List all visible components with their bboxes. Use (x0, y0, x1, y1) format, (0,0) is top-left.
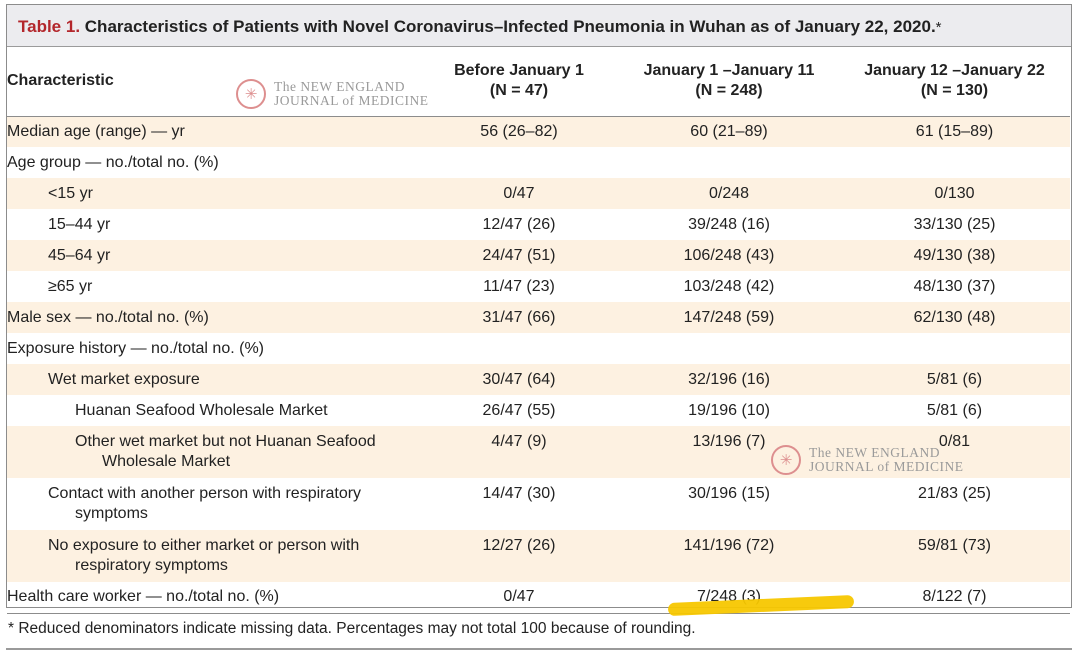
row-label: 15–44 yr (48, 215, 111, 233)
table-title: Table 1. Characteristics of Patients wit… (7, 5, 1071, 47)
cell-jan-12-22: 8/122 (7) (839, 582, 1070, 614)
row-label: Age group — no./total no. (%) (7, 153, 219, 171)
nejm-seal-icon: ✳ (236, 79, 266, 109)
nejm-wordmark: The NEW ENGLAND JOURNAL of MEDICINE (274, 79, 429, 108)
table-row: Contact with another person with respira… (7, 478, 1070, 530)
row-label: No exposure to either market or person w… (7, 530, 419, 582)
cell-before-jan-1: 12/47 (26) (482, 215, 556, 233)
header-characteristic: Characteristic (7, 72, 114, 90)
cell-before-jan-1 (419, 147, 619, 178)
cell-jan-12-22: 0/130 (839, 178, 1070, 209)
cell-jan-1-11 (619, 147, 839, 178)
cell-before-jan-1: 24/47 (51) (419, 240, 619, 271)
table-row: Exposure history — no./total no. (%) (7, 333, 1070, 364)
row-label: Contact with another person with respira… (48, 485, 362, 522)
row-label: Exposure history — no./total no. (%) (7, 339, 264, 357)
cell-jan-1-11: 32/196 (16) (619, 364, 839, 395)
row-label: Wet market exposure (7, 364, 419, 395)
table-row: Other wet market but not Huanan Seafood W… (7, 426, 1070, 478)
header-jan-12-22: January 12 –January 22 (N = 130) (864, 62, 1045, 100)
row-label: <15 yr (7, 178, 419, 209)
cell-jan-12-22: 61 (15–89) (839, 116, 1070, 147)
cell-before-jan-1: 30/47 (64) (419, 364, 619, 395)
cell-jan-12-22: 62/130 (48) (839, 302, 1070, 333)
row-label: Huanan Seafood Wholesale Market (75, 401, 328, 419)
nejm-wordmark: The NEW ENGLAND JOURNAL of MEDICINE (809, 445, 964, 474)
table-frame: Table 1. Characteristics of Patients wit… (6, 4, 1072, 614)
cell-before-jan-1: 0/47 (419, 582, 619, 614)
table-row: Health care worker — no./total no. (%) 0… (7, 582, 1070, 614)
table-row: Age group — no./total no. (%) (7, 147, 1070, 178)
cell-before-jan-1 (419, 333, 619, 364)
header-before-jan-1: Before January 1 (N = 47) (454, 62, 584, 100)
cell-before-jan-1: 56 (26–82) (419, 116, 619, 147)
cell-jan-1-11: 30/196 (15) (688, 485, 770, 502)
cell-jan-12-22: 0/81 (839, 426, 1070, 478)
cell-before-jan-1: 31/47 (66) (419, 302, 619, 333)
table-row: Male sex — no./total no. (%) 31/47 (66) … (7, 302, 1070, 333)
table-row: Wet market exposure 30/47 (64) 32/196 (1… (7, 364, 1070, 395)
cell-jan-12-22: 33/130 (25) (913, 215, 996, 233)
table-title-text: Characteristics of Patients with Novel C… (84, 17, 936, 36)
cell-before-jan-1: 14/47 (30) (482, 485, 556, 502)
footnote-marker: * (935, 19, 942, 36)
cell-jan-12-22: 5/81 (6) (839, 364, 1070, 395)
cell-jan-1-11: 39/248 (16) (688, 215, 770, 233)
cell-jan-12-22: 48/130 (37) (913, 277, 996, 295)
table-footnote: * Reduced denominators indicate missing … (8, 620, 696, 637)
cell-jan-1-11: 13/196 (7) (619, 426, 839, 478)
table-header-row: Characteristic Before January 1 (N = 47) … (7, 47, 1070, 116)
cell-before-jan-1: 11/47 (23) (483, 277, 555, 295)
cell-jan-12-22 (839, 147, 1070, 178)
cell-before-jan-1: 26/47 (55) (482, 401, 556, 419)
cell-jan-12-22: 49/130 (38) (839, 240, 1070, 271)
cell-jan-1-11: 19/196 (10) (688, 401, 770, 419)
table-row: Median age (range) — yr 56 (26–82) 60 (2… (7, 116, 1070, 147)
cell-jan-1-11: 147/248 (59) (619, 302, 839, 333)
cell-jan-1-11: 60 (21–89) (619, 116, 839, 147)
row-label: Health care worker — no./total no. (%) (7, 582, 419, 614)
cell-jan-1-11: 141/196 (72) (619, 530, 839, 582)
cell-before-jan-1: 12/27 (26) (419, 530, 619, 582)
cell-jan-1-11: 0/248 (619, 178, 839, 209)
row-label: ≥65 yr (48, 277, 93, 295)
cell-jan-12-22: 59/81 (73) (839, 530, 1070, 582)
cell-jan-12-22: 5/81 (6) (926, 401, 983, 419)
row-label: Median age (range) — yr (7, 116, 419, 147)
cell-jan-12-22: 21/83 (25) (918, 485, 991, 502)
cell-jan-1-11: 103/248 (42) (683, 277, 775, 295)
cell-jan-1-11 (619, 333, 839, 364)
cell-jan-12-22 (839, 333, 1070, 364)
characteristics-table: Characteristic Before January 1 (N = 47) … (7, 47, 1070, 614)
table-row: 15–44 yr 12/47 (26) 39/248 (16) 33/130 (… (7, 209, 1070, 240)
row-label: Other wet market but not Huanan Seafood W… (7, 426, 419, 478)
table-row: <15 yr 0/47 0/248 0/130 (7, 178, 1070, 209)
cell-before-jan-1: 0/47 (419, 178, 619, 209)
table-row: ≥65 yr 11/47 (23) 103/248 (42) 48/130 (3… (7, 271, 1070, 302)
row-label: 45–64 yr (7, 240, 419, 271)
table-row: 45–64 yr 24/47 (51) 106/248 (43) 49/130 … (7, 240, 1070, 271)
cell-jan-1-11: 106/248 (43) (619, 240, 839, 271)
table-number: Table 1. (18, 17, 81, 36)
table-row: Huanan Seafood Wholesale Market 26/47 (5… (7, 395, 1070, 426)
cell-before-jan-1: 4/47 (9) (419, 426, 619, 478)
nejm-seal-icon: ✳ (771, 445, 801, 475)
row-label: Male sex — no./total no. (%) (7, 302, 419, 333)
nejm-watermark: ✳ The NEW ENGLAND JOURNAL of MEDICINE (236, 79, 429, 109)
divider (6, 648, 1072, 650)
header-jan-1-11: January 1 –January 11 (N = 248) (643, 62, 815, 100)
nejm-watermark: ✳ The NEW ENGLAND JOURNAL of MEDICINE (771, 445, 964, 475)
table-row: No exposure to either market or person w… (7, 530, 1070, 582)
